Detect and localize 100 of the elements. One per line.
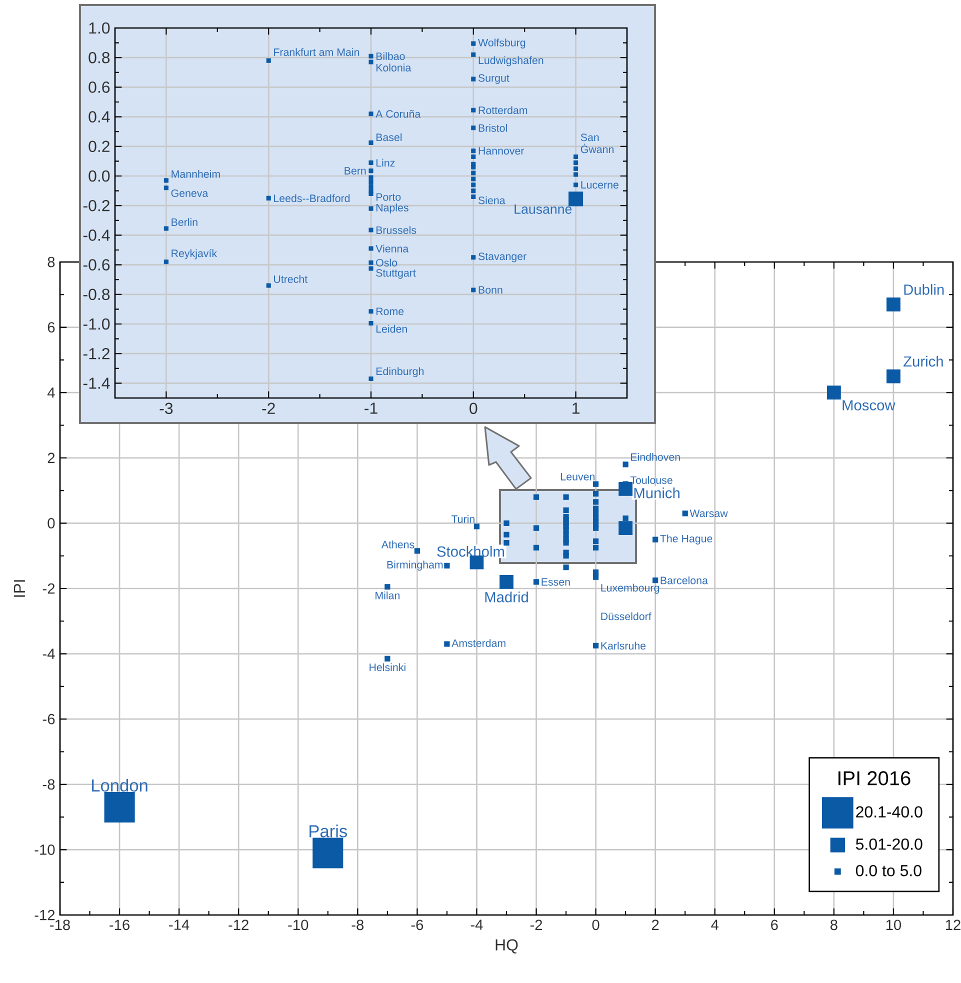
x-tick-label: -2 bbox=[530, 920, 542, 930]
x-tick-label: -6 bbox=[411, 920, 424, 930]
point bbox=[886, 298, 900, 312]
y-tick-label: 6 bbox=[48, 322, 55, 332]
point bbox=[368, 376, 374, 382]
point bbox=[104, 792, 135, 823]
x-tick-label: 8 bbox=[830, 920, 838, 930]
point bbox=[368, 266, 374, 271]
point bbox=[368, 246, 374, 251]
legend-label: 20.1-40.0 bbox=[856, 806, 922, 818]
point bbox=[568, 192, 584, 206]
annotation: Turin bbox=[451, 515, 474, 523]
point bbox=[368, 228, 374, 232]
x-tick-label: 0 bbox=[592, 920, 600, 930]
point bbox=[471, 154, 476, 160]
annotation: Ludwigshafen bbox=[478, 56, 544, 66]
point bbox=[471, 182, 476, 188]
point bbox=[471, 76, 476, 82]
point bbox=[368, 175, 374, 180]
point bbox=[471, 255, 476, 260]
point bbox=[414, 548, 420, 554]
annotation: Linz bbox=[376, 158, 395, 167]
x-tick-label: 0 bbox=[470, 402, 478, 414]
annotation: Naples bbox=[376, 204, 408, 214]
annotation: Dublin bbox=[904, 284, 944, 295]
point bbox=[563, 564, 569, 570]
annotation: Siena bbox=[478, 196, 506, 204]
point bbox=[368, 54, 374, 58]
y-tick-label: 8 bbox=[48, 256, 55, 268]
point bbox=[368, 168, 374, 174]
point bbox=[652, 536, 658, 542]
x-tick-label: 2 bbox=[652, 920, 659, 930]
y-tick-label: 4 bbox=[47, 388, 55, 398]
annotation: A Coruña bbox=[376, 110, 421, 118]
annotation: Rotterdam bbox=[478, 106, 528, 114]
annotation: Basel bbox=[376, 133, 402, 142]
annotation: Milan bbox=[376, 591, 400, 600]
point bbox=[368, 180, 374, 184]
annotation: Zurich bbox=[904, 356, 943, 367]
legend-label: 5.01-20.0 bbox=[856, 838, 922, 850]
x-tick-label: -3 bbox=[160, 402, 173, 414]
y-tick-label: 0.8 bbox=[88, 52, 110, 64]
x-tick-label: 4 bbox=[711, 920, 718, 930]
point bbox=[500, 575, 514, 589]
point bbox=[574, 172, 578, 177]
annotation: Stavanger bbox=[478, 252, 526, 262]
point bbox=[471, 148, 476, 154]
y-tick-label: -1.2 bbox=[83, 348, 110, 360]
x-tick-label: 1 bbox=[572, 402, 580, 414]
annotation: Kolonia bbox=[376, 64, 412, 72]
point bbox=[471, 108, 476, 112]
x-tick-label: -18 bbox=[50, 920, 70, 930]
x-tick-label: -4 bbox=[470, 920, 483, 930]
annotation: Oslo bbox=[376, 258, 398, 266]
annotation: The Hague bbox=[660, 534, 712, 544]
point bbox=[444, 641, 450, 647]
point bbox=[471, 41, 476, 46]
point bbox=[574, 182, 578, 188]
annotation: Wolfsburg bbox=[478, 38, 526, 49]
annotation: Paris bbox=[310, 824, 348, 838]
annotation: Eindhoven bbox=[631, 452, 680, 461]
point bbox=[471, 188, 476, 194]
x-tick-label: -14 bbox=[169, 920, 190, 930]
point bbox=[592, 538, 599, 544]
point bbox=[592, 544, 599, 550]
point bbox=[622, 462, 628, 468]
point bbox=[504, 540, 510, 546]
x-tick-label: -16 bbox=[110, 920, 130, 930]
annotation: Reykjavík bbox=[172, 249, 218, 260]
y-tick-label: 1.0 bbox=[89, 22, 110, 34]
annotation: Birmingham bbox=[387, 560, 443, 571]
annotation: Stockholm bbox=[437, 546, 504, 557]
y-tick-label: -1.4 bbox=[83, 378, 110, 389]
point bbox=[592, 481, 599, 487]
point bbox=[471, 126, 476, 130]
point bbox=[368, 320, 374, 326]
y-axis-title: IPI bbox=[14, 580, 25, 597]
point bbox=[563, 553, 569, 559]
point bbox=[444, 562, 450, 568]
annotation: Moscow bbox=[842, 400, 896, 410]
annotation: London bbox=[92, 778, 148, 792]
x-tick-label: 12 bbox=[946, 920, 960, 930]
point bbox=[471, 164, 476, 170]
point bbox=[652, 578, 658, 584]
annotation: Amsterdam bbox=[452, 639, 506, 647]
x-axis-title: HQ bbox=[496, 939, 518, 954]
annotation: Lausanne bbox=[514, 204, 572, 214]
annotation: Surgut bbox=[478, 74, 510, 84]
point bbox=[622, 515, 628, 522]
y-tick-label: 0 bbox=[48, 518, 55, 528]
point bbox=[563, 494, 569, 500]
point bbox=[384, 584, 390, 590]
x-tick-label: -1 bbox=[364, 402, 378, 414]
y-tick-label: -0.6 bbox=[83, 259, 110, 270]
annotation: Munich bbox=[634, 488, 680, 498]
y-tick-label: 2 bbox=[48, 452, 55, 464]
y-tick-label: -0.4 bbox=[83, 230, 110, 241]
annotation: Leiden bbox=[376, 324, 407, 333]
legend-title: IPI 2016 bbox=[838, 771, 910, 786]
point bbox=[592, 491, 599, 497]
